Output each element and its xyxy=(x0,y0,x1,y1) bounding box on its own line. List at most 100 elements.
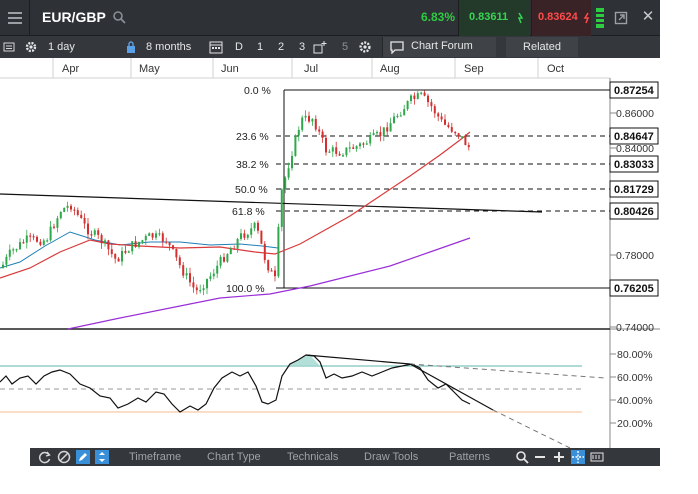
candle-body xyxy=(2,264,4,268)
candle-body xyxy=(433,106,436,114)
trend-line xyxy=(0,193,543,213)
fib-level-label: 50.0 % xyxy=(235,184,268,196)
related-button[interactable]: Related xyxy=(506,37,578,57)
candle-body xyxy=(355,146,358,149)
osc-axis-label: 20.00% xyxy=(617,418,653,430)
candle-body xyxy=(260,230,263,244)
price-tag: 0.87254 xyxy=(614,85,655,97)
candle-body xyxy=(46,240,49,242)
price-tag-box xyxy=(609,81,659,99)
candle-body xyxy=(362,143,365,145)
range-2-button[interactable]: 2 xyxy=(278,41,285,53)
candle-body xyxy=(331,147,334,152)
candle-body xyxy=(42,240,45,245)
move-icon[interactable] xyxy=(95,450,109,464)
buy-price: 0.83611 xyxy=(469,11,509,23)
candle-body xyxy=(226,254,229,262)
zoom-icon[interactable] xyxy=(515,450,529,464)
range-1-button[interactable]: 1 xyxy=(257,41,264,53)
range-d-button[interactable]: D xyxy=(235,41,243,53)
osc-overbought-fill xyxy=(288,355,320,366)
candle-body xyxy=(267,260,270,271)
candle-body xyxy=(345,147,348,156)
candle-body xyxy=(66,205,69,208)
candle-body xyxy=(53,226,55,228)
candle-body xyxy=(202,288,205,291)
list-icon[interactable] xyxy=(3,40,15,54)
candle-body xyxy=(178,257,181,266)
candle-body xyxy=(138,241,140,248)
chart-forum-button[interactable]: Chart Forum xyxy=(382,37,496,57)
candle-body xyxy=(454,131,457,134)
zoom-out-icon[interactable] xyxy=(533,450,547,464)
close-icon[interactable]: ✕ xyxy=(641,8,655,25)
price-chart[interactable]: Apr May Jun Jul Aug Sep Oct 0.0 % 23.6 % 38.2 % 50… xyxy=(0,58,660,448)
full-history-icon[interactable] xyxy=(590,450,604,464)
candle-body xyxy=(461,136,463,138)
patterns-menu[interactable]: Patterns xyxy=(449,451,490,463)
candle-body xyxy=(287,168,290,178)
candle-body xyxy=(161,233,164,242)
candle-body xyxy=(410,95,412,102)
depth-level-icon[interactable] xyxy=(593,6,607,30)
sell-price: 0.83624 xyxy=(538,11,578,23)
candle-body xyxy=(376,132,378,134)
candle-body xyxy=(5,256,8,265)
period-select[interactable]: 8 months xyxy=(146,41,192,53)
candle-body xyxy=(19,242,21,250)
candle-body xyxy=(206,278,208,289)
candle-body xyxy=(165,241,168,243)
lock-icon[interactable] xyxy=(126,40,136,54)
candle-body xyxy=(389,123,392,132)
calendar-icon[interactable] xyxy=(209,40,223,54)
pencil-icon[interactable] xyxy=(76,450,90,464)
range-3-button[interactable]: 3 xyxy=(299,41,306,53)
candle-body xyxy=(8,249,11,257)
candle-body xyxy=(277,226,280,277)
candle-body xyxy=(450,127,453,132)
candle-body xyxy=(148,233,151,236)
candle-body xyxy=(209,276,212,279)
draw-tools-menu[interactable]: Draw Tools xyxy=(364,451,419,463)
candle-body xyxy=(359,143,361,147)
timeframe-menu[interactable]: Timeframe xyxy=(129,451,182,463)
arrow-down-icon xyxy=(517,12,524,24)
add-chart-icon[interactable] xyxy=(313,40,327,54)
candle-body xyxy=(444,119,446,125)
candle-body xyxy=(76,210,79,215)
price-tag-box xyxy=(609,155,659,173)
oscillator-panel: 80.00% 60.00% 40.00% 20.00% xyxy=(0,349,653,448)
menu-icon[interactable] xyxy=(0,0,30,36)
candle-body xyxy=(155,233,157,238)
zoom-in-icon[interactable] xyxy=(552,450,566,464)
candle-body xyxy=(457,133,460,137)
gear-icon[interactable] xyxy=(24,40,38,54)
refresh-icon[interactable] xyxy=(38,450,52,464)
candle-body xyxy=(423,92,426,96)
candles xyxy=(2,90,470,296)
month-label: Aug xyxy=(380,63,400,75)
candle-body xyxy=(199,290,202,292)
chart-type-menu[interactable]: Chart Type xyxy=(207,451,261,463)
popout-icon[interactable] xyxy=(614,11,628,25)
crosshair-icon[interactable] xyxy=(571,450,585,464)
technicals-menu[interactable]: Technicals xyxy=(287,451,339,463)
interval-select[interactable]: 1 day xyxy=(48,41,75,53)
candle-body xyxy=(321,131,324,138)
candle-body xyxy=(284,177,287,190)
sell-price-button[interactable]: 0.83624 xyxy=(531,0,591,36)
range-5-button[interactable]: 5 xyxy=(342,41,349,53)
price-tag-box xyxy=(609,127,659,145)
search-icon[interactable] xyxy=(112,10,126,24)
candle-body xyxy=(427,95,429,103)
no-entry-icon[interactable] xyxy=(57,450,71,464)
osc-axis-label: 80.00% xyxy=(617,349,653,361)
chart-toolbar: 1 day 8 months D 1 2 3 5 Chart Forum Rel… xyxy=(0,36,660,58)
candle-body xyxy=(134,241,137,248)
month-label: Oct xyxy=(547,63,564,75)
settings-icon[interactable] xyxy=(358,40,372,54)
candle-body xyxy=(379,132,382,137)
buy-price-button[interactable]: 0.83611 xyxy=(458,0,530,36)
candle-body xyxy=(342,155,344,157)
candle-body xyxy=(189,273,191,283)
